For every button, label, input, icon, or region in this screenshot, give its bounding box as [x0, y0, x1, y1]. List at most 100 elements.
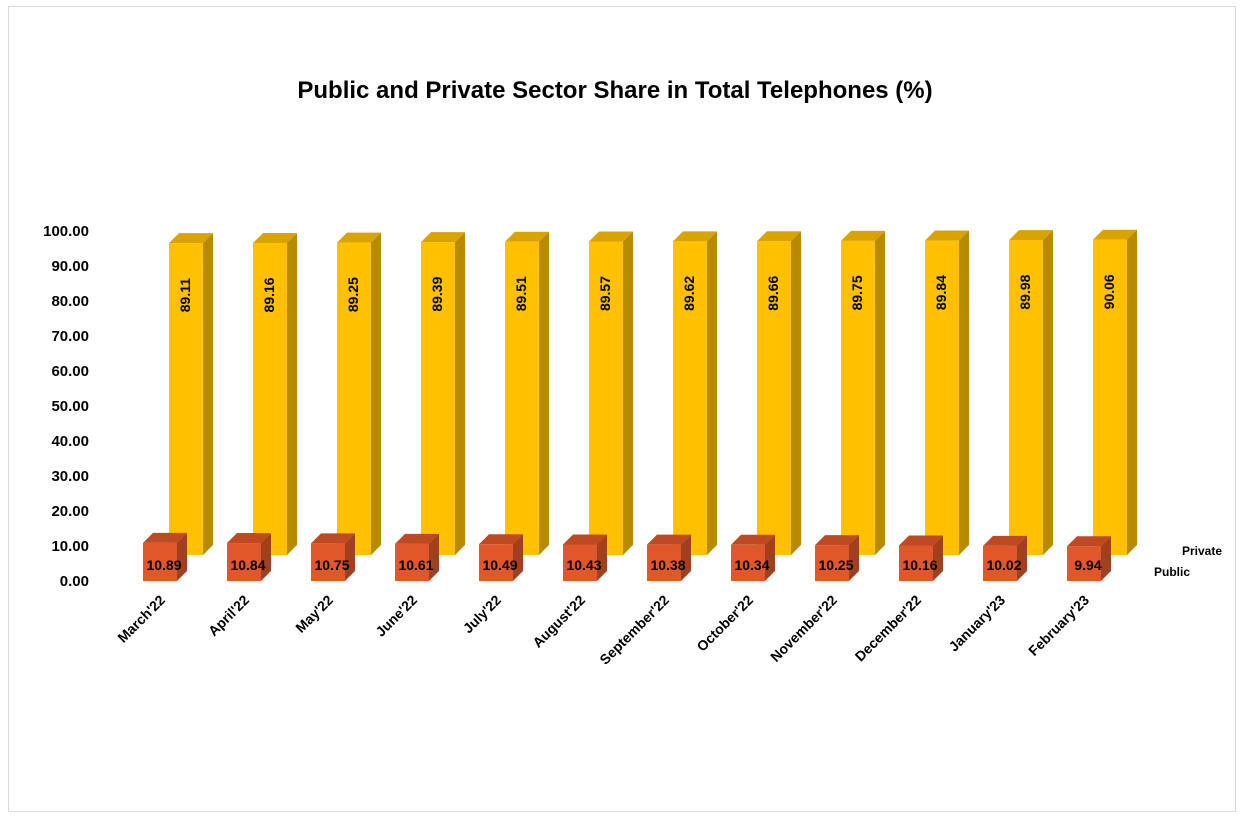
bar-public-side	[345, 533, 355, 581]
bar-private-top	[421, 232, 465, 243]
bar-private	[1009, 240, 1043, 555]
data-label-private: 89.98	[1017, 274, 1033, 309]
chart-frame: Public and Private Sector Share in Total…	[8, 6, 1236, 812]
bar-private-side	[791, 231, 801, 555]
bar-public-side	[1101, 536, 1111, 581]
bar-public	[1067, 546, 1101, 581]
data-label-public: 10.61	[398, 557, 433, 573]
bar-private-side	[203, 233, 213, 556]
bar-private-top	[673, 231, 717, 242]
bar-public-side	[681, 534, 691, 581]
data-label-private: 89.39	[429, 276, 445, 311]
data-label-private: 89.51	[513, 276, 529, 311]
x-tick-label: June'22	[372, 592, 420, 640]
data-label-public: 10.43	[566, 557, 601, 573]
bar-public-top	[395, 533, 439, 544]
bar-private	[337, 242, 371, 555]
bar-public	[311, 543, 345, 581]
bar-private-top	[757, 231, 801, 242]
data-label-private: 89.84	[933, 275, 949, 310]
chart-plot: 0.00 10.00 20.00 30.00 40.00 50.00 60.00 70.00 8…	[43, 223, 1222, 668]
x-tick-label: October'22	[693, 592, 756, 655]
bar-public-top	[311, 533, 355, 544]
bar-private-top	[1093, 229, 1137, 240]
x-tick-label: May'22	[292, 592, 336, 636]
bar-private-side	[1043, 230, 1053, 555]
data-label-public: 10.89	[146, 557, 181, 573]
bar-private	[505, 241, 539, 555]
bar-public-top	[815, 535, 859, 546]
data-label-public: 10.38	[650, 557, 685, 573]
bar-private	[925, 240, 959, 555]
y-tick-label: 70.00	[51, 328, 89, 345]
bar-private	[253, 242, 287, 555]
bar-public-side	[849, 535, 859, 581]
bar-public	[227, 543, 261, 581]
y-tick-label: 10.00	[51, 538, 89, 555]
bar-private-top	[925, 230, 969, 241]
bar-public-side	[765, 534, 775, 581]
bar-public-side	[177, 532, 187, 581]
bar-private-top	[589, 231, 633, 242]
bar-private-top	[1009, 230, 1053, 241]
bar-public-side	[1017, 535, 1027, 581]
y-tick-label: 90.00	[51, 258, 89, 275]
data-label-public: 10.25	[818, 557, 853, 573]
series-label-private: Private	[1182, 544, 1222, 558]
bar-public-top	[983, 535, 1027, 546]
bar-public-top	[1067, 536, 1111, 547]
bar-private	[673, 241, 707, 555]
chart-title: Public and Private Sector Share in Total…	[297, 77, 933, 104]
x-tick-label: April'22	[205, 592, 252, 639]
data-label-public: 9.94	[1074, 557, 1101, 573]
bar-private-top	[169, 233, 213, 244]
bar-public-top	[143, 532, 187, 543]
bar-private-side	[455, 232, 465, 555]
bar-public-side	[261, 533, 271, 581]
series-label-public: Public	[1154, 565, 1190, 579]
x-tick-label: February'23	[1025, 592, 1092, 659]
bar-public	[563, 544, 597, 581]
bar-public-top	[731, 534, 775, 545]
data-label-private: 89.66	[765, 275, 781, 310]
y-tick-label: 100.00	[43, 223, 89, 240]
data-label-public: 10.49	[482, 557, 517, 573]
x-tick-label: September'22	[596, 592, 672, 668]
bar-public-top	[563, 534, 607, 545]
data-label-private: 89.62	[681, 276, 697, 311]
bar-private	[421, 242, 455, 555]
bar-public-top	[227, 533, 271, 544]
data-label-public: 10.84	[230, 557, 265, 573]
bar-private-side	[875, 230, 885, 555]
bar-private-top	[505, 231, 549, 242]
bar-public	[731, 544, 765, 581]
bar-private-top	[253, 232, 297, 243]
bar-public	[143, 542, 177, 581]
x-tick-label: August'22	[529, 592, 588, 651]
bar-private-side	[287, 232, 297, 555]
bar-public	[815, 545, 849, 581]
y-tick-label: 60.00	[51, 363, 89, 380]
y-tick-label: 80.00	[51, 293, 89, 310]
bar-private	[589, 241, 623, 555]
bar-public-top	[479, 534, 523, 545]
bar-public	[899, 545, 933, 581]
x-tick-label: July'22	[460, 592, 505, 637]
x-tick-label: December'22	[852, 592, 925, 665]
bar-private-side	[1127, 229, 1137, 556]
y-tick-label: 0.00	[60, 573, 89, 590]
bar-public-top	[899, 535, 943, 546]
data-label-private: 89.57	[597, 276, 613, 311]
y-tick-label: 40.00	[51, 433, 89, 450]
data-label-private: 89.25	[345, 277, 361, 312]
bar-public	[395, 543, 429, 581]
bar-private-side	[623, 231, 633, 555]
bar-public	[479, 544, 513, 581]
bar-private	[841, 240, 875, 555]
bar-public-side	[429, 533, 439, 581]
bar-private-side	[371, 232, 381, 555]
y-tick-label: 50.00	[51, 398, 89, 415]
bar-private-top	[841, 230, 885, 241]
bar-private	[169, 243, 203, 556]
data-label-private: 89.16	[261, 277, 277, 312]
